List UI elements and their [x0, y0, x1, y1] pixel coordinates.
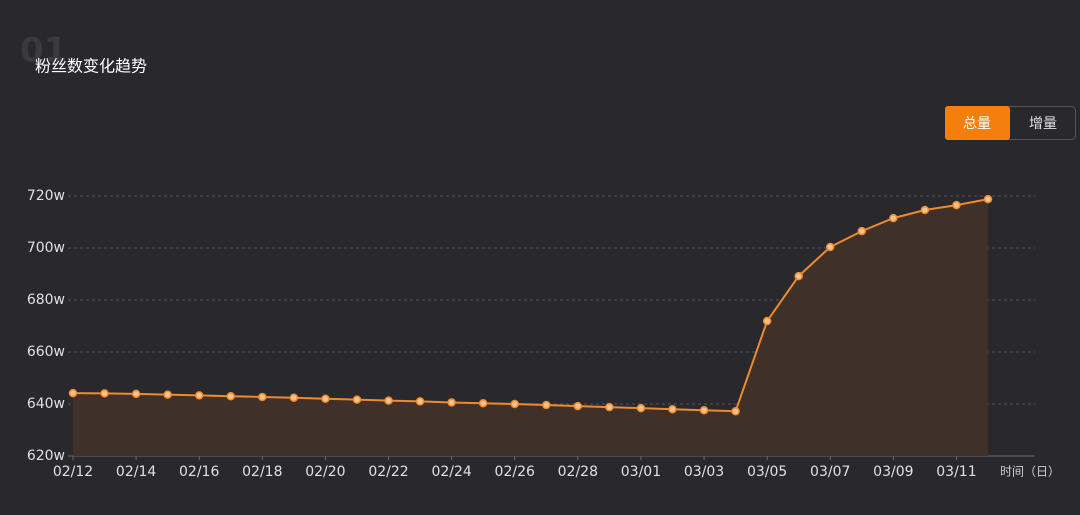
point — [794, 271, 803, 281]
point — [542, 400, 551, 410]
point — [605, 402, 614, 412]
point — [983, 194, 993, 204]
point — [384, 396, 393, 405]
x-tick-label: 03/09 — [873, 464, 913, 480]
point — [889, 213, 898, 223]
point — [478, 398, 488, 408]
x-tick-label: 03/01 — [621, 464, 661, 480]
y-tick-label: 700w — [27, 240, 65, 256]
point — [226, 391, 236, 401]
point — [762, 316, 772, 326]
x-tick-label: 03/05 — [747, 464, 787, 480]
point — [857, 226, 867, 236]
toggle-option[interactable]: 增量 — [1029, 116, 1057, 132]
area — [73, 199, 988, 456]
y-tick-label: 680w — [27, 292, 65, 308]
point — [447, 398, 456, 407]
point — [194, 391, 204, 400]
point — [321, 394, 330, 404]
toggle-active[interactable] — [945, 106, 1010, 140]
y-tick-label: 620w — [27, 448, 65, 464]
x-tick-label: 02/18 — [242, 464, 282, 480]
chart-title: 粉丝数变化趋势 — [35, 57, 147, 76]
x-tick-label: 02/22 — [368, 464, 408, 480]
point — [668, 404, 677, 414]
x-tick-label: 02/16 — [179, 464, 219, 480]
watermark: 01 — [20, 31, 67, 71]
point — [920, 205, 930, 215]
y-tick-label: 720w — [27, 188, 65, 204]
x-tick-label: 02/24 — [431, 464, 471, 480]
point — [131, 389, 141, 399]
point — [163, 390, 172, 399]
x-axis-label: 时间（日） — [1000, 465, 1060, 479]
point — [510, 399, 519, 409]
x-tick-label: 03/07 — [810, 464, 850, 480]
y-tick-label: 640w — [27, 396, 65, 412]
y-tick-label: 660w — [27, 344, 65, 360]
point — [731, 407, 740, 416]
point — [573, 401, 583, 411]
point — [68, 388, 78, 398]
x-tick-label: 02/14 — [116, 464, 156, 480]
point — [352, 395, 362, 404]
x-tick-label: 02/28 — [558, 464, 598, 480]
point — [415, 397, 425, 406]
x-tick-label: 02/20 — [305, 464, 345, 480]
point — [699, 405, 709, 415]
x-tick-label: 03/03 — [684, 464, 724, 480]
toggle-option[interactable]: 总量 — [963, 116, 991, 132]
x-tick-label: 02/26 — [495, 464, 535, 480]
x-tick-label: 02/12 — [53, 464, 93, 480]
point — [289, 393, 299, 403]
point — [258, 392, 267, 402]
point — [952, 200, 961, 210]
point — [825, 242, 835, 252]
line — [72, 198, 989, 413]
x-tick-label: 03/11 — [936, 464, 976, 480]
point — [100, 389, 109, 398]
toggle: 总量 增量 — [945, 106, 1076, 140]
point — [636, 403, 646, 413]
